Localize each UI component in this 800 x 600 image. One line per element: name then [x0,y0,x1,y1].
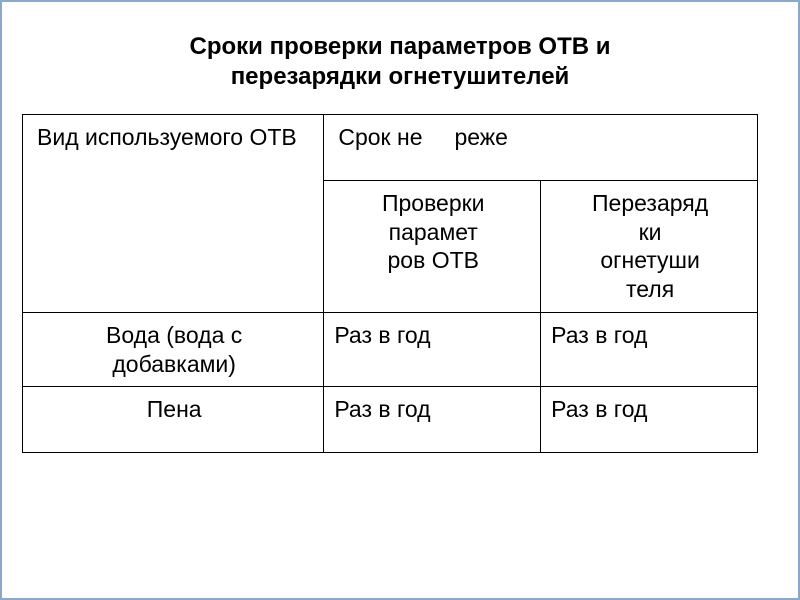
slide: Сроки проверки параметров ОТВ и перезаря… [0,0,800,600]
header-col1: Вид используемого ОТВ [23,115,324,313]
otv-table: Вид используемого ОТВ Срок не реже Прове… [22,114,758,453]
cell-r1-c2: Раз в год [324,312,541,387]
header-col1-text: Вид используемого ОТВ [37,124,297,150]
table-wrapper: Вид используемого ОТВ Срок не реже Прове… [22,114,758,453]
subheader-col3-l4: теля [626,276,674,302]
cell-r2-c3-text: Раз в год [551,396,647,422]
subheader-col2-l3: ров ОТВ [388,247,479,273]
cell-r2-c2: Раз в год [324,387,541,453]
subheader-col2-l2: парамет [389,219,478,245]
subheader-col3-l1: Перезаряд [592,190,708,216]
header-col23: Срок не реже [324,115,758,181]
cell-r2-c3: Раз в год [541,387,758,453]
cell-r2-c1-l1: Пена [147,396,202,422]
cell-r1-c1-l1: Вода (вода с [106,322,242,348]
table-row: Вода (вода с добавками) Раз в год Раз в … [23,312,758,387]
cell-r1-c3: Раз в год [541,312,758,387]
header-col23-right: реже [454,124,508,150]
title-line-2: перезарядки огнетушителей [231,63,570,90]
subheader-col2: Проверки парамет ров ОТВ [324,180,541,312]
header-col23-left: Срок не [338,124,422,150]
cell-r1-c1: Вода (вода с добавками) [23,312,324,387]
subheader-col3-l3: огнетуши [600,247,700,273]
cell-r1-c2-text: Раз в год [334,322,430,348]
subheader-col2-l1: Проверки [382,190,485,216]
cell-r2-c2-text: Раз в год [334,396,430,422]
subheader-col3: Перезаряд ки огнетуши теля [541,180,758,312]
table-row: Вид используемого ОТВ Срок не реже [23,115,758,181]
table-row: Пена Раз в год Раз в год [23,387,758,453]
slide-title: Сроки проверки параметров ОТВ и перезаря… [14,32,786,92]
title-line-1: Сроки проверки параметров ОТВ и [190,33,611,60]
cell-r1-c3-text: Раз в год [551,322,647,348]
subheader-col3-l2: ки [639,219,662,245]
cell-r1-c1-l2: добавками) [112,351,236,377]
cell-r2-c1: Пена [23,387,324,453]
